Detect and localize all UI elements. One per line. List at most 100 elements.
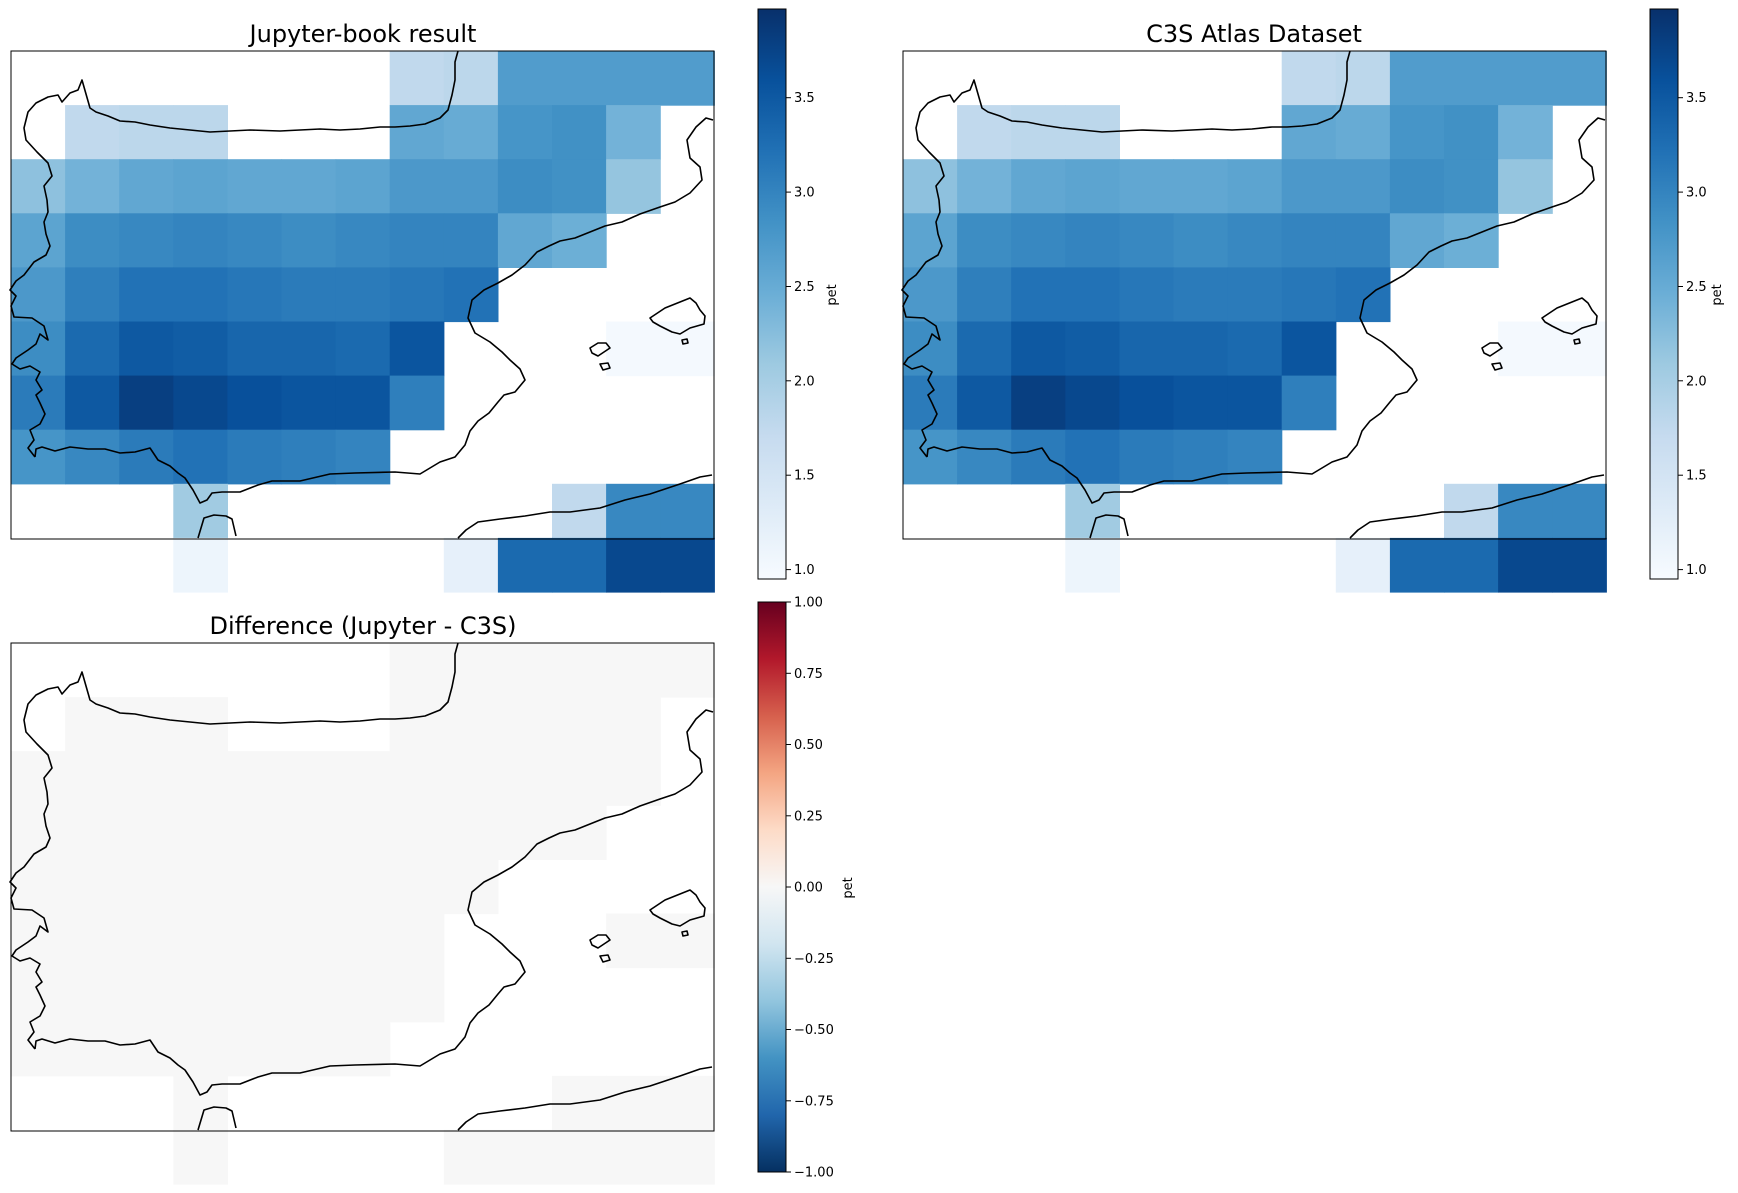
heatmap-cell <box>389 913 445 969</box>
heatmap-cell <box>65 913 120 969</box>
heatmap-cell <box>1227 375 1283 431</box>
heatmap-cell <box>1281 51 1337 106</box>
heatmap-cell <box>389 751 445 806</box>
heatmap-cell <box>1281 321 1337 377</box>
heatmap-cell <box>443 51 499 106</box>
heatmap-cell <box>606 913 661 969</box>
colorbar-tick-label: −0.50 <box>794 1023 834 1038</box>
heatmap-cell <box>335 213 391 268</box>
heatmap-cell <box>606 537 661 593</box>
map-frame-jupyter <box>10 50 715 540</box>
heatmap-cell <box>389 321 445 377</box>
colorbar-gradient-jupyter <box>757 8 787 580</box>
heatmap-cell <box>389 105 445 160</box>
heatmap-cell <box>281 429 337 485</box>
colorbar-tick-label: 3.0 <box>1686 186 1707 201</box>
heatmap-cell <box>443 859 499 915</box>
heatmap-cell <box>957 375 1012 431</box>
heatmap-cell <box>1444 537 1499 593</box>
heatmap-cell <box>552 751 607 806</box>
colorbar-jupyter: 1.0 1.5 2.0 2.5 3.0 3.5 pet <box>757 8 840 580</box>
heatmap-cell <box>552 697 607 752</box>
heatmap-cell <box>552 537 607 593</box>
heatmap-cell <box>65 751 120 806</box>
heatmap-cell <box>1173 267 1229 323</box>
heatmap-cell <box>1552 537 1607 593</box>
colorbar-tick-label: −0.75 <box>794 1094 834 1109</box>
heatmap-cell <box>119 913 174 969</box>
heatmap-cell <box>1498 537 1553 593</box>
heatmap-cell <box>335 913 391 969</box>
colorbar-ticks-difference: −1.00 −0.75 −0.50 −0.25 0.00 0.25 0.50 0.75 1.00 <box>786 596 834 1181</box>
heatmap-cell <box>119 805 174 860</box>
colorbar-tick-label: 2.5 <box>1686 280 1707 295</box>
heatmap-cell <box>552 159 607 214</box>
heatmap-cell <box>606 643 661 698</box>
heatmap-cell <box>606 159 661 214</box>
heatmap-cell <box>173 859 228 915</box>
heatmap-cell <box>1389 537 1445 593</box>
heatmap-cell <box>227 321 283 377</box>
colorbar-label-jupyter: pet <box>825 284 840 305</box>
heatmap-cell <box>227 913 283 969</box>
heatmap-cell <box>1119 267 1175 323</box>
heatmap-cell <box>281 159 337 214</box>
map-panel-difference: Difference (Jupyter - C3S) <box>9 612 715 1185</box>
heatmap-cell <box>227 805 283 860</box>
heatmap-cell <box>552 51 607 106</box>
heatmap-cell <box>1389 213 1445 268</box>
heatmap-cell <box>497 805 553 860</box>
heatmap-cell <box>173 805 228 860</box>
heatmap-cell <box>1498 321 1553 377</box>
heatmap-cell <box>1065 105 1120 160</box>
colorbar-tick-label: −0.25 <box>794 952 834 967</box>
heatmap-cell <box>119 105 174 160</box>
heatmap-cell <box>119 697 174 752</box>
heatmap-cell <box>11 751 66 806</box>
heatmap-cell <box>173 159 228 214</box>
colorbar-tick-label: 3.5 <box>794 91 815 106</box>
heatmap-cell <box>119 1021 174 1077</box>
heatmap-cell <box>227 751 283 806</box>
heatmap-cell <box>1498 483 1553 539</box>
heatmap-cell <box>1011 213 1066 268</box>
heatmap-cell <box>957 267 1012 323</box>
heatmap-cell <box>1227 159 1283 214</box>
heatmap-cell <box>389 51 445 106</box>
heatmap-cell <box>65 321 120 377</box>
heatmap-cell <box>173 967 228 1023</box>
heatmap-cell <box>119 429 174 485</box>
heatmap-cell <box>1335 51 1391 106</box>
heatmap-cell <box>1173 429 1229 485</box>
heatmap-cell <box>1227 429 1283 485</box>
heatmap-cell <box>389 213 445 268</box>
heatmap-cell <box>335 1021 391 1077</box>
heatmap-cell <box>660 537 715 593</box>
heatmap-cell <box>119 859 174 915</box>
heatmap-cell <box>389 967 445 1023</box>
heatmap-cell <box>443 643 499 698</box>
heatmap-cell <box>957 213 1012 268</box>
heatmap-cell <box>1389 51 1445 106</box>
heatmap-cell <box>173 213 228 268</box>
heatmap-cell <box>1444 51 1499 106</box>
heatmap-cell <box>1065 159 1120 214</box>
heatmap-cell <box>1552 483 1607 539</box>
colorbar-label-c3s: pet <box>1710 284 1725 305</box>
heatmap-cell <box>1281 105 1337 160</box>
heatmap-cell <box>119 213 174 268</box>
heatmap-cell <box>903 159 958 214</box>
heatmap-cell <box>606 321 661 377</box>
heatmap-cell <box>660 1075 715 1131</box>
heatmap-cell <box>1011 267 1066 323</box>
heatmap-cell <box>1281 267 1337 323</box>
heatmap-cell <box>1011 429 1066 485</box>
heatmap-cell <box>660 643 715 698</box>
heatmap-cell <box>497 751 553 806</box>
heatmap-cell <box>11 913 66 969</box>
colorbar-tick-label: 1.00 <box>794 596 823 611</box>
heatmap-cell <box>65 967 120 1023</box>
colorbar-difference: −1.00 −0.75 −0.50 −0.25 0.00 0.25 0.50 0.75 1.00… <box>757 596 856 1181</box>
heatmap-cell <box>119 159 174 214</box>
heatmap-cell <box>281 805 337 860</box>
